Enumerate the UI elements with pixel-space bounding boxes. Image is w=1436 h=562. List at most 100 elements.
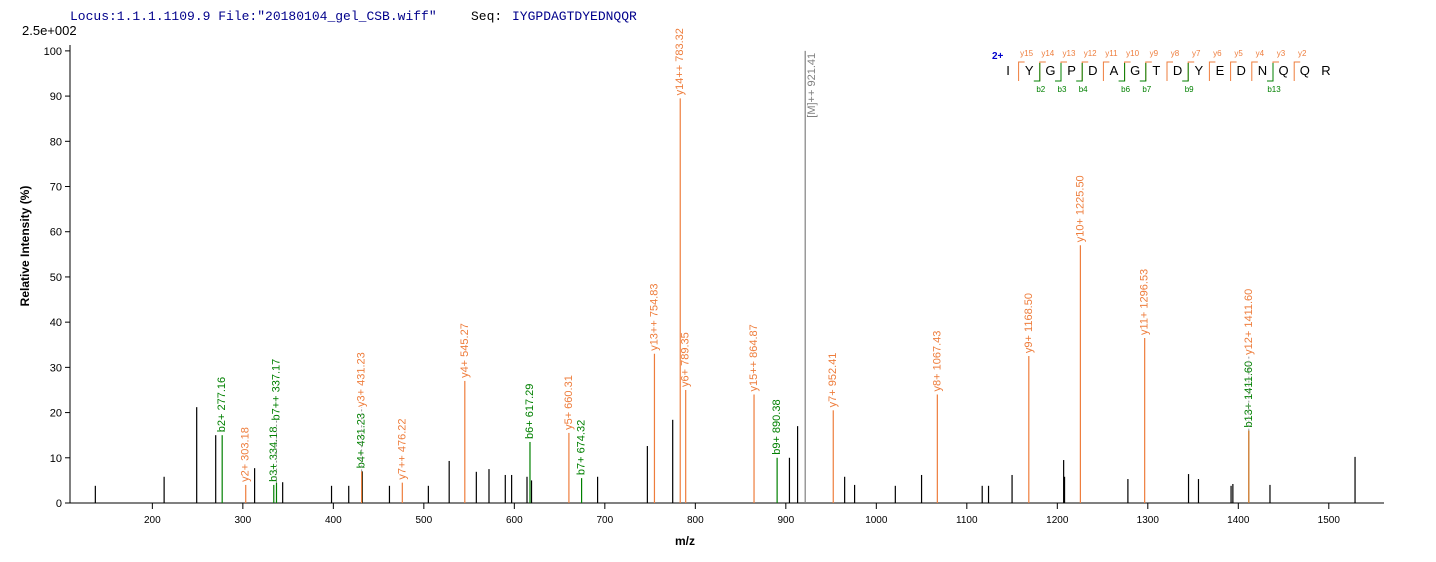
y-ion-label: y12 <box>1084 49 1097 58</box>
residue: E <box>1216 63 1225 78</box>
x-tick-label: 1400 <box>1227 515 1250 526</box>
b-break <box>1033 63 1041 82</box>
y-tick-label: 40 <box>50 317 62 329</box>
x-tick-label: 500 <box>415 515 432 526</box>
seq-header: IYGPDAGTDYEDNQQR <box>512 9 637 24</box>
peak-label: y8+ 1067.43 <box>931 331 943 392</box>
residue: D <box>1237 63 1246 78</box>
peak-label: y3+ 431.23 <box>356 352 368 407</box>
b-ion-label: b3 <box>1058 85 1067 94</box>
y-break <box>1293 61 1301 81</box>
residue: Q <box>1300 63 1310 78</box>
residue: Y <box>1025 63 1034 78</box>
peak-label: y7+ 952.41 <box>827 353 839 408</box>
peak-label: y14++ 783.32 <box>674 28 686 95</box>
y-tick-label: 20 <box>50 408 62 420</box>
peak-label: b9+ 890.38 <box>771 399 783 454</box>
x-tick-label: 400 <box>325 515 342 526</box>
y-tick-label: 60 <box>50 227 62 239</box>
y-ion-label: y14 <box>1041 49 1054 58</box>
residue: N <box>1258 63 1267 78</box>
y-break <box>1102 61 1110 81</box>
peak-label: [M]++ 921.41 <box>806 53 818 118</box>
peak-label: b6+ 617.29 <box>524 384 536 439</box>
residue: Q <box>1279 63 1289 78</box>
y-tick-label: 10 <box>50 453 62 465</box>
y-break <box>1230 61 1237 81</box>
peak-label: b7+ 674.32 <box>576 420 588 475</box>
peak-label: y12+ 1411.60 <box>1243 289 1255 355</box>
y-break <box>1187 61 1195 81</box>
residue: D <box>1173 63 1182 78</box>
x-tick-label: 800 <box>687 515 704 526</box>
residue: Y <box>1194 63 1203 78</box>
y-tick-label: 90 <box>50 91 62 103</box>
y-tick-label: 80 <box>50 136 62 148</box>
b-ion-label: b4 <box>1079 85 1088 94</box>
b-ion-label: b6 <box>1121 85 1130 94</box>
y-tick-label: 70 <box>50 182 62 194</box>
residue: I <box>1006 63 1010 78</box>
b-break <box>1182 63 1189 82</box>
y-ion-label: y9 <box>1150 49 1159 58</box>
x-tick-label: 1000 <box>865 515 888 526</box>
peak-label: b2+ 277.16 <box>216 377 228 432</box>
residue: A <box>1110 63 1119 78</box>
peak-label: y4+ 545.27 <box>459 323 471 378</box>
residue: G <box>1045 63 1055 78</box>
residue: R <box>1321 63 1330 78</box>
y-tick-label: 30 <box>50 362 62 374</box>
y-tick-label: 0 <box>56 498 62 510</box>
peak-label: y13++ 754.83 <box>648 284 660 351</box>
y-tick-label: 50 <box>50 272 62 284</box>
peak-label: b7++ 337.17 <box>270 359 282 421</box>
y-tick-label: 100 <box>44 46 62 58</box>
b-ion-label: b7 <box>1142 85 1151 94</box>
locus-header: Locus:1.1.1.1109.9 File:"20180104_gel_CS… <box>70 9 437 24</box>
residue: D <box>1088 63 1097 78</box>
y-ion-label: y15 <box>1020 49 1033 58</box>
peak-label: y15++ 864.87 <box>748 324 760 391</box>
y-break <box>1251 61 1258 81</box>
b-ion-label: b2 <box>1036 85 1045 94</box>
residue: P <box>1067 63 1076 78</box>
b-ion-label: b13 <box>1267 85 1281 94</box>
y-ion-label: y4 <box>1256 49 1265 58</box>
b-break <box>1267 63 1274 82</box>
charge-label: 2+ <box>992 51 1004 62</box>
scale-note: 2.5e+002 <box>22 23 77 38</box>
x-tick-label: 1300 <box>1137 515 1160 526</box>
y-break <box>1018 61 1025 81</box>
b-break <box>1055 63 1062 82</box>
seq-label: Seq: <box>471 9 502 24</box>
peak-label: y9+ 1168.50 <box>1023 293 1035 353</box>
residue: T <box>1152 63 1160 78</box>
y-break <box>1166 61 1173 81</box>
y-ion-label: y3 <box>1277 49 1286 58</box>
x-tick-label: 1500 <box>1318 515 1341 526</box>
y-break <box>1145 61 1152 81</box>
y-break <box>1208 61 1216 81</box>
peak-label: y11+ 1296.53 <box>1139 269 1151 335</box>
y-ion-label: y7 <box>1192 49 1201 58</box>
peak-label: y10+ 1225.50 <box>1074 175 1086 242</box>
peak-label: y7++ 476.22 <box>396 418 408 479</box>
b-break <box>1118 63 1126 82</box>
x-tick-label: 1200 <box>1046 515 1069 526</box>
b-break <box>1139 63 1147 82</box>
peak-label: y6+ 789.35 <box>680 332 692 387</box>
peak-label: y5+ 660.31 <box>563 375 575 430</box>
peak-label: y2+ 303.18 <box>240 427 252 482</box>
peak-label: b4+ 431.23 <box>356 413 368 468</box>
y-ion-label: y6 <box>1213 49 1222 58</box>
x-tick-label: 300 <box>235 515 252 526</box>
y-ion-label: y8 <box>1171 49 1180 58</box>
x-tick-label: 700 <box>596 515 613 526</box>
y-ion-label: y13 <box>1063 49 1076 58</box>
y-ion-label: y11 <box>1105 49 1118 58</box>
x-tick-label: 1100 <box>956 515 978 526</box>
x-tick-label: 600 <box>506 515 523 526</box>
y-ion-label: y2 <box>1298 49 1307 58</box>
